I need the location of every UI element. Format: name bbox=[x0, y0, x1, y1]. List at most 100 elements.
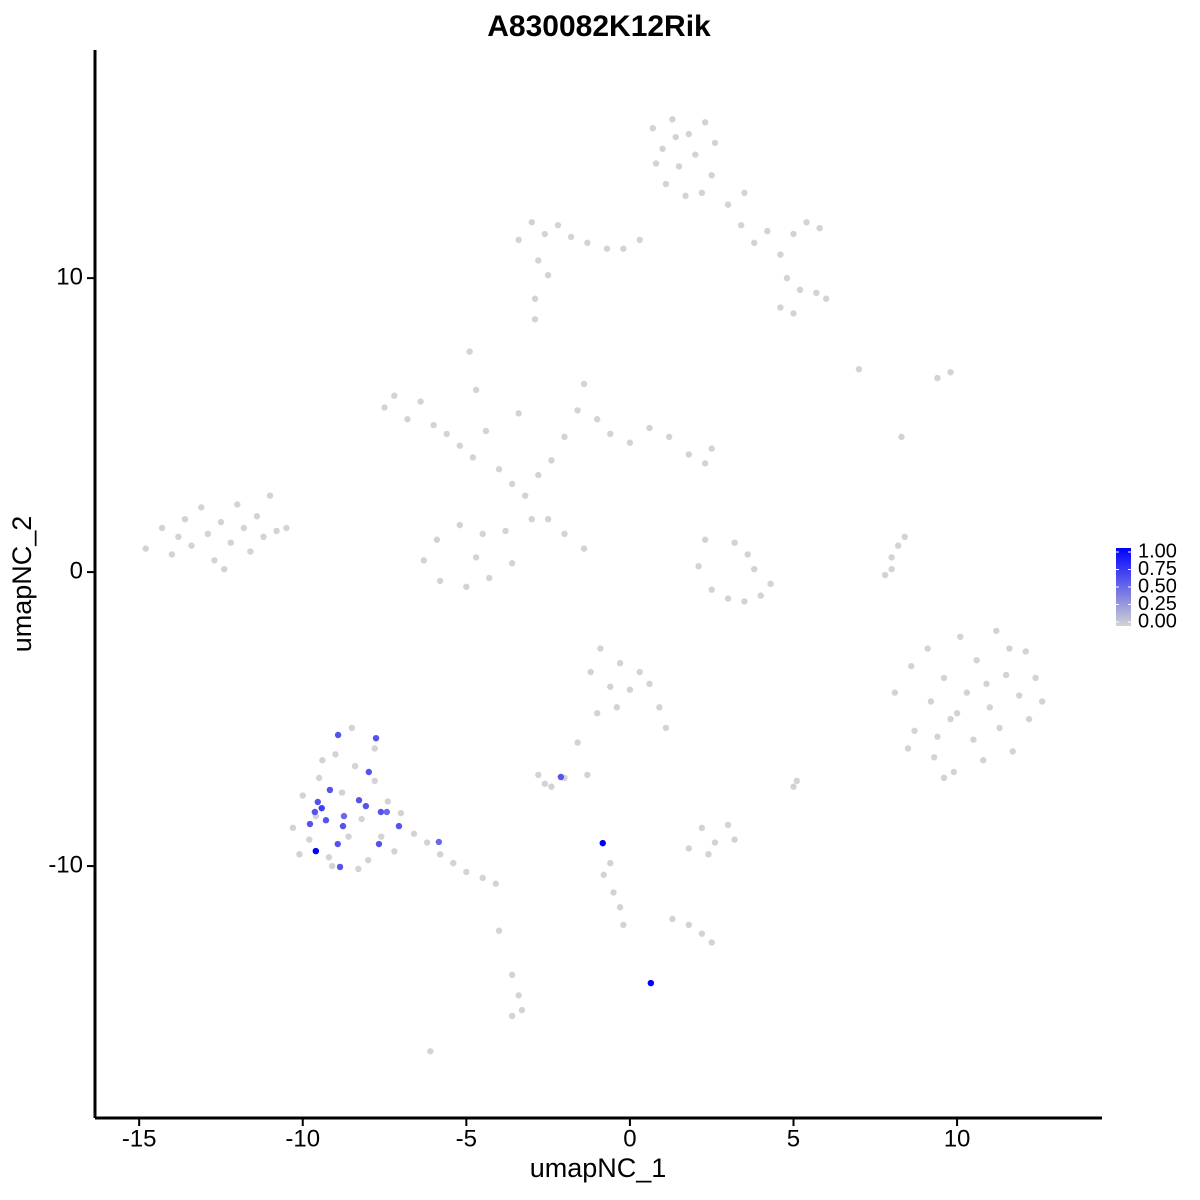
point bbox=[318, 804, 325, 812]
point bbox=[908, 662, 915, 670]
point bbox=[420, 557, 427, 564]
point bbox=[535, 257, 542, 264]
point bbox=[927, 698, 935, 705]
point bbox=[561, 433, 568, 441]
point bbox=[574, 739, 581, 746]
point bbox=[557, 773, 565, 781]
point bbox=[790, 230, 797, 238]
point bbox=[662, 724, 670, 732]
point bbox=[855, 366, 863, 373]
point bbox=[289, 824, 297, 832]
point bbox=[456, 442, 463, 449]
point bbox=[175, 533, 182, 541]
point bbox=[410, 830, 418, 837]
point bbox=[383, 808, 391, 816]
point bbox=[610, 889, 617, 896]
point bbox=[531, 316, 539, 323]
point bbox=[777, 251, 784, 258]
point bbox=[790, 310, 797, 317]
point bbox=[541, 780, 549, 787]
point bbox=[708, 172, 715, 179]
point bbox=[384, 798, 392, 805]
point bbox=[924, 645, 931, 652]
point bbox=[816, 224, 823, 232]
point bbox=[783, 274, 791, 282]
point bbox=[253, 513, 261, 520]
point bbox=[466, 348, 473, 355]
point bbox=[980, 757, 987, 764]
point bbox=[495, 466, 503, 473]
point bbox=[221, 565, 228, 573]
point bbox=[1016, 692, 1023, 699]
point bbox=[692, 151, 699, 158]
point bbox=[1025, 715, 1033, 723]
point bbox=[593, 416, 601, 423]
point bbox=[518, 1006, 526, 1014]
point bbox=[957, 633, 964, 640]
x-axis-label: umapNC_1 bbox=[530, 1153, 667, 1183]
point bbox=[656, 704, 663, 711]
point bbox=[515, 992, 522, 999]
point bbox=[355, 865, 362, 873]
point bbox=[381, 404, 388, 411]
colorbar bbox=[1116, 548, 1131, 626]
point bbox=[675, 163, 683, 170]
point bbox=[626, 686, 634, 693]
point bbox=[443, 430, 450, 438]
y-tick-label: 0 bbox=[70, 557, 83, 584]
point bbox=[587, 668, 594, 676]
point bbox=[365, 768, 373, 776]
point bbox=[456, 521, 463, 529]
point bbox=[427, 1048, 434, 1055]
point bbox=[901, 533, 908, 541]
point bbox=[649, 124, 657, 132]
point bbox=[685, 845, 692, 852]
point bbox=[240, 524, 248, 532]
point bbox=[744, 551, 751, 558]
point bbox=[881, 571, 889, 579]
point bbox=[482, 427, 490, 435]
point bbox=[1032, 674, 1039, 682]
point bbox=[600, 871, 607, 879]
point bbox=[751, 239, 758, 247]
point bbox=[950, 768, 957, 776]
point bbox=[548, 783, 555, 790]
point bbox=[554, 222, 562, 229]
point bbox=[283, 524, 290, 532]
point bbox=[603, 245, 611, 252]
point bbox=[741, 189, 748, 197]
point bbox=[891, 689, 899, 696]
point bbox=[404, 416, 411, 423]
point bbox=[338, 789, 346, 796]
point bbox=[472, 554, 480, 561]
point bbox=[963, 689, 971, 696]
point bbox=[266, 492, 274, 499]
point bbox=[469, 454, 477, 461]
point bbox=[1002, 671, 1010, 679]
point bbox=[247, 548, 254, 555]
point bbox=[803, 219, 810, 226]
point bbox=[973, 657, 980, 664]
point bbox=[626, 439, 634, 446]
point bbox=[934, 374, 941, 382]
point bbox=[322, 817, 330, 824]
point bbox=[345, 833, 352, 840]
point bbox=[508, 971, 516, 979]
point bbox=[334, 731, 342, 739]
point bbox=[508, 480, 516, 488]
point bbox=[701, 460, 709, 467]
point bbox=[911, 727, 918, 735]
point bbox=[708, 939, 715, 946]
point bbox=[701, 536, 709, 543]
point bbox=[362, 802, 370, 810]
point bbox=[711, 839, 719, 846]
point bbox=[541, 230, 549, 238]
chart-title: A830082K12Rik bbox=[487, 10, 711, 43]
point bbox=[371, 777, 378, 785]
point bbox=[198, 504, 205, 511]
point bbox=[508, 560, 516, 567]
point bbox=[326, 786, 334, 794]
point bbox=[479, 530, 486, 538]
point bbox=[355, 797, 363, 804]
